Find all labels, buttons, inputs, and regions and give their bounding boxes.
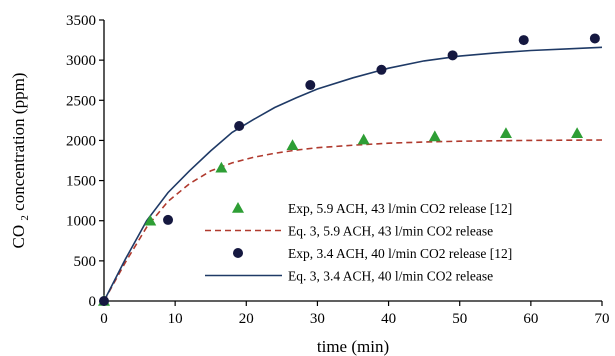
y-tick-label: 0 <box>89 294 97 310</box>
legend-label: Exp, 5.9 ACH, 43 l/min CO2 release [12] <box>288 201 512 216</box>
legend-item: Eq. 3, 5.9 ACH, 43 l/min CO2 release <box>205 224 493 239</box>
legend-label: Eq. 3, 3.4 ACH, 40 l/min CO2 release <box>288 269 493 284</box>
data-point-circle <box>376 64 387 75</box>
series-3 <box>99 33 600 306</box>
legend-item: Exp, 5.9 ACH, 43 l/min CO2 release [12] <box>232 201 512 216</box>
x-tick-label: 20 <box>239 311 254 327</box>
y-axis-title-suffix: concentration (ppm) <box>9 73 28 211</box>
y-axis-title-subscript: 2 <box>19 215 31 221</box>
x-tick-label: 70 <box>595 311 610 327</box>
x-tick-label: 0 <box>100 311 108 327</box>
x-axis-title: time (min) <box>317 337 389 356</box>
legend-item: Exp, 3.4 ACH, 40 l/min CO2 release [12] <box>233 246 512 261</box>
y-tick-label: 3500 <box>66 13 96 29</box>
x-tick-label: 30 <box>310 311 325 327</box>
series-4 <box>103 46 603 302</box>
data-point-circle <box>163 214 174 225</box>
data-point-circle <box>234 120 245 131</box>
axes: 0 10 20 30 40 50 60 70 0 500 1000 1500 2000 2500 3000… <box>66 13 610 327</box>
y-axis-ticks: 0 500 1000 1500 2000 2500 3000 3500 <box>66 13 104 310</box>
y-tick-label: 3000 <box>66 53 96 69</box>
legend-triangle-symbol <box>232 202 244 213</box>
legend-circle-symbol <box>233 248 243 258</box>
data-point-triangle <box>286 139 299 151</box>
y-tick-label: 500 <box>74 254 97 270</box>
data-point-triangle <box>144 214 157 226</box>
y-tick-label: 1000 <box>66 214 96 230</box>
y-tick-label: 2000 <box>66 133 96 149</box>
legend: Exp, 5.9 ACH, 43 l/min CO2 release [12] E… <box>205 201 512 284</box>
legend-item: Eq. 3, 3.4 ACH, 40 l/min CO2 release <box>205 269 493 284</box>
y-axis-title: CO 2 concentration (ppm) <box>9 73 32 249</box>
x-tick-label: 10 <box>168 311 183 327</box>
series-line <box>103 46 603 302</box>
y-tick-label: 2500 <box>66 93 96 109</box>
x-tick-label: 40 <box>381 311 396 327</box>
data-point-triangle <box>571 127 584 139</box>
data-point-circle <box>99 296 109 306</box>
legend-label: Eq. 3, 5.9 ACH, 43 l/min CO2 release <box>288 224 493 239</box>
series-layer <box>98 33 603 306</box>
x-tick-label: 50 <box>452 311 467 327</box>
data-point-triangle <box>357 133 370 145</box>
y-axis-title-prefix: CO <box>9 225 28 249</box>
data-point-circle <box>589 33 600 44</box>
y-tick-label: 1500 <box>66 174 96 190</box>
series-1 <box>98 127 584 306</box>
data-point-triangle <box>215 161 228 173</box>
data-point-circle <box>447 50 458 61</box>
data-point-circle <box>305 80 316 91</box>
data-point-circle <box>518 35 529 46</box>
x-tick-label: 60 <box>523 311 538 327</box>
data-point-triangle <box>428 130 441 142</box>
data-point-triangle <box>499 127 512 139</box>
x-axis-ticks: 0 10 20 30 40 50 60 70 <box>100 301 610 327</box>
legend-label: Exp, 3.4 ACH, 40 l/min CO2 release [12] <box>288 246 512 261</box>
